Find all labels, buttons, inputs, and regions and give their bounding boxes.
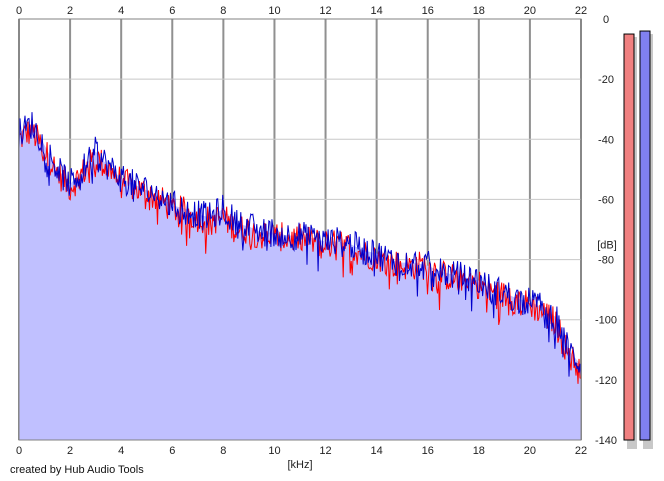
series-line-blue [18, 112, 582, 377]
x-tick-label-bottom: 18 [473, 445, 485, 457]
y-axis-label: [dB] [597, 240, 617, 252]
y-tick-label: -100 [595, 315, 617, 327]
y-ticks: 0 -20 -40 -60 -80 -100 -120 -140 [595, 14, 617, 447]
x-tick-label-bottom: 6 [169, 445, 175, 457]
x-ticks-bottom: 0 2 4 6 8 10 12 14 16 18 20 22 [16, 445, 587, 457]
y-tick-label: 0 [603, 14, 609, 26]
y-tick-label: -80 [598, 255, 614, 267]
x-tick-label-bottom: 22 [575, 445, 587, 457]
x-tick-label-bottom: 12 [319, 445, 331, 457]
series-lines [18, 112, 582, 384]
x-tick-label-bottom: 16 [422, 445, 434, 457]
x-tick-label-top: 12 [319, 5, 331, 17]
credit-text: created by Hub Audio Tools [10, 464, 144, 476]
y-tick-label: -140 [595, 435, 617, 447]
y-tick-label: -40 [598, 134, 614, 146]
x-tick-label-bottom: 20 [524, 445, 536, 457]
x-tick-label-top: 2 [67, 5, 73, 17]
x-tick-label-top: 14 [371, 5, 383, 17]
x-axis-label: [kHz] [287, 459, 312, 471]
x-tick-label-bottom: 4 [118, 445, 124, 457]
x-tick-label-bottom: 8 [220, 445, 226, 457]
x-ticks-top: 0 2 4 6 8 10 12 14 16 18 20 22 [16, 5, 587, 17]
x-tick-label-bottom: 2 [67, 445, 73, 457]
y-tick-label: -120 [595, 375, 617, 387]
x-tick-label-top: 20 [524, 5, 536, 17]
x-tick-label-bottom: 14 [371, 445, 383, 457]
meter-left [623, 33, 635, 441]
plot-frame [18, 18, 582, 441]
x-tick-label-bottom: 0 [16, 445, 22, 457]
y-tick-label: -60 [598, 194, 614, 206]
x-tick-label-top: 18 [473, 5, 485, 17]
meter-right [639, 30, 651, 441]
x-tick-label-top: 4 [118, 5, 124, 17]
x-tick-label-top: 16 [422, 5, 434, 17]
x-tick-label-top: 6 [169, 5, 175, 17]
series-line-red [19, 118, 582, 384]
x-tick-label-top: 0 [16, 5, 22, 17]
x-tick-label-top: 10 [268, 5, 280, 17]
level-meters [623, 30, 653, 450]
x-tick-label-top: 8 [220, 5, 226, 17]
y-tick-label: -20 [598, 74, 614, 86]
x-tick-label-top: 22 [575, 5, 587, 17]
x-tick-label-bottom: 10 [268, 445, 280, 457]
